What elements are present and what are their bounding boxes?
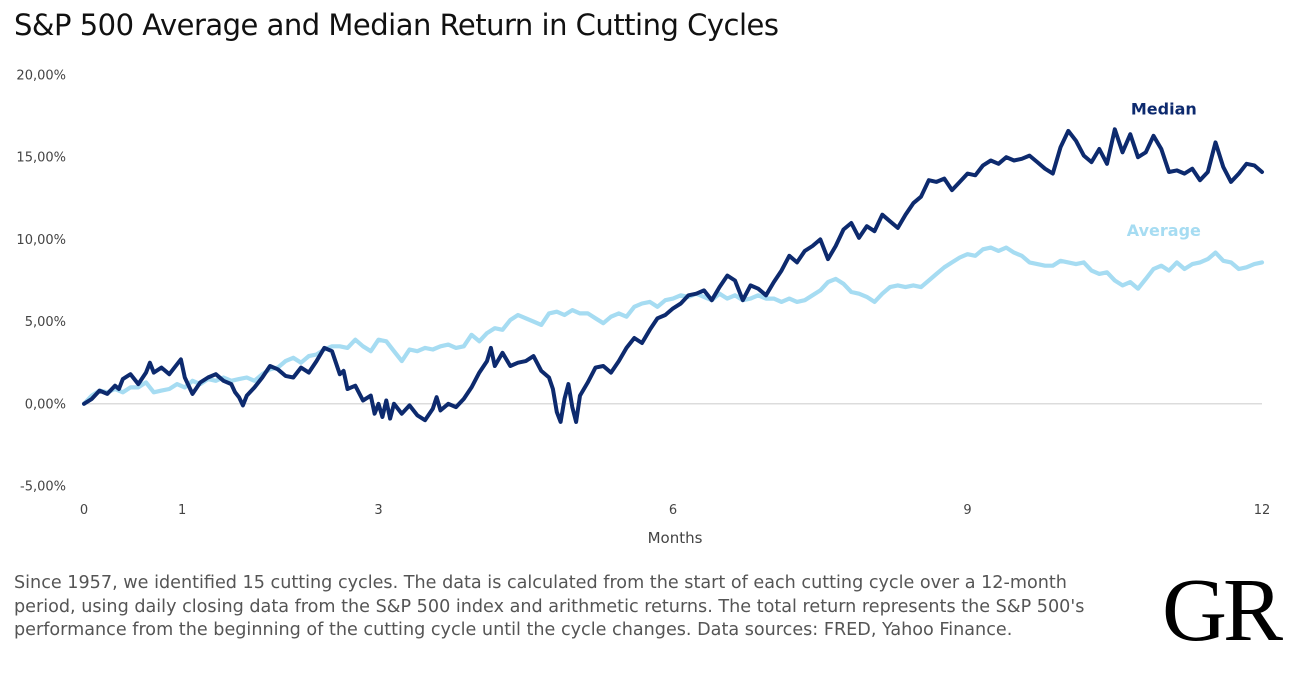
y-tick-label: 20,00% bbox=[16, 69, 66, 84]
x-tick-label: 12 bbox=[1254, 503, 1271, 518]
x-tick-label: 0 bbox=[80, 503, 88, 518]
y-tick-label: 15,00% bbox=[16, 151, 66, 166]
y-tick-label: 10,00% bbox=[16, 233, 66, 248]
chart-title: S&P 500 Average and Median Return in Cut… bbox=[14, 8, 779, 42]
series-line-median bbox=[82, 127, 1264, 424]
x-tick-label: 6 bbox=[669, 503, 677, 518]
x-tick-label: 9 bbox=[963, 503, 971, 518]
x-axis-title: Months bbox=[648, 529, 703, 547]
y-tick-label: 0,00% bbox=[25, 397, 66, 412]
line-chart: -5,00% 0,00% 5,00% 10,00% 15,00% 20,00% 0 1 3 6 9… bbox=[16, 69, 1270, 548]
series-lines bbox=[81, 127, 1265, 424]
x-tick-label: 1 bbox=[178, 503, 186, 518]
x-axis-ticks: 0 1 3 6 9 12 bbox=[80, 503, 1270, 518]
y-tick-label: 5,00% bbox=[25, 315, 66, 330]
series-label-average: Average bbox=[1127, 221, 1201, 240]
x-tick-label: 3 bbox=[374, 503, 382, 518]
series-label-median: Median bbox=[1131, 99, 1197, 118]
y-tick-label: -5,00% bbox=[20, 480, 66, 495]
footnote: Since 1957, we identified 15 cutting cyc… bbox=[14, 573, 1085, 640]
gr-logo: GR bbox=[1162, 561, 1283, 660]
series-labels: Median Average bbox=[1127, 99, 1201, 240]
y-axis-ticks: -5,00% 0,00% 5,00% 10,00% 15,00% 20,00% bbox=[16, 69, 66, 495]
